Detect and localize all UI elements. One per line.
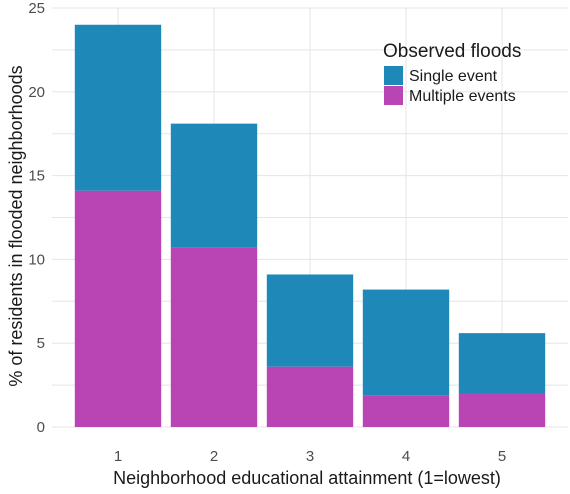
bar-single-event-5: [458, 333, 546, 394]
y-tick-labels: 0 5 10 15 20 25: [28, 0, 45, 436]
x-tick-label: 2: [210, 448, 218, 465]
y-tick-label: 0: [37, 419, 45, 436]
y-tick-label: 25: [28, 0, 45, 17]
x-tick-label: 4: [402, 448, 410, 465]
y-tick-label: 5: [37, 335, 45, 352]
y-tick-label: 10: [28, 251, 45, 268]
bar-single-event-1: [74, 24, 162, 191]
bar-multiple-events-3: [266, 366, 354, 427]
bar-multiple-events-5: [458, 393, 546, 427]
bar-single-event-3: [266, 274, 354, 367]
legend-label-single-event: Single event: [409, 68, 498, 85]
legend-swatch-multiple-events: [384, 86, 403, 105]
legend: Observed floods Single event Multiple ev…: [383, 41, 521, 105]
bar-multiple-events-1: [74, 190, 162, 427]
x-tick-label: 5: [498, 448, 506, 465]
x-tick-labels: 1 2 3 4 5: [114, 448, 506, 465]
y-axis-title: % of residents in flooded neighborhoods: [6, 65, 26, 386]
legend-title: Observed floods: [383, 41, 521, 62]
y-tick-label: 20: [28, 84, 45, 101]
bars: [74, 24, 546, 427]
legend-swatch-single-event: [384, 66, 403, 85]
x-tick-label: 3: [306, 448, 314, 465]
bar-multiple-events-2: [170, 247, 258, 427]
bar-single-event-2: [170, 123, 258, 248]
x-axis-title: Neighborhood educational attainment (1=l…: [113, 468, 501, 488]
y-tick-label: 15: [28, 168, 45, 185]
bar-single-event-4: [362, 289, 450, 396]
legend-label-multiple-events: Multiple events: [409, 88, 516, 105]
bar-multiple-events-4: [362, 395, 450, 427]
x-tick-label: 1: [114, 448, 122, 465]
